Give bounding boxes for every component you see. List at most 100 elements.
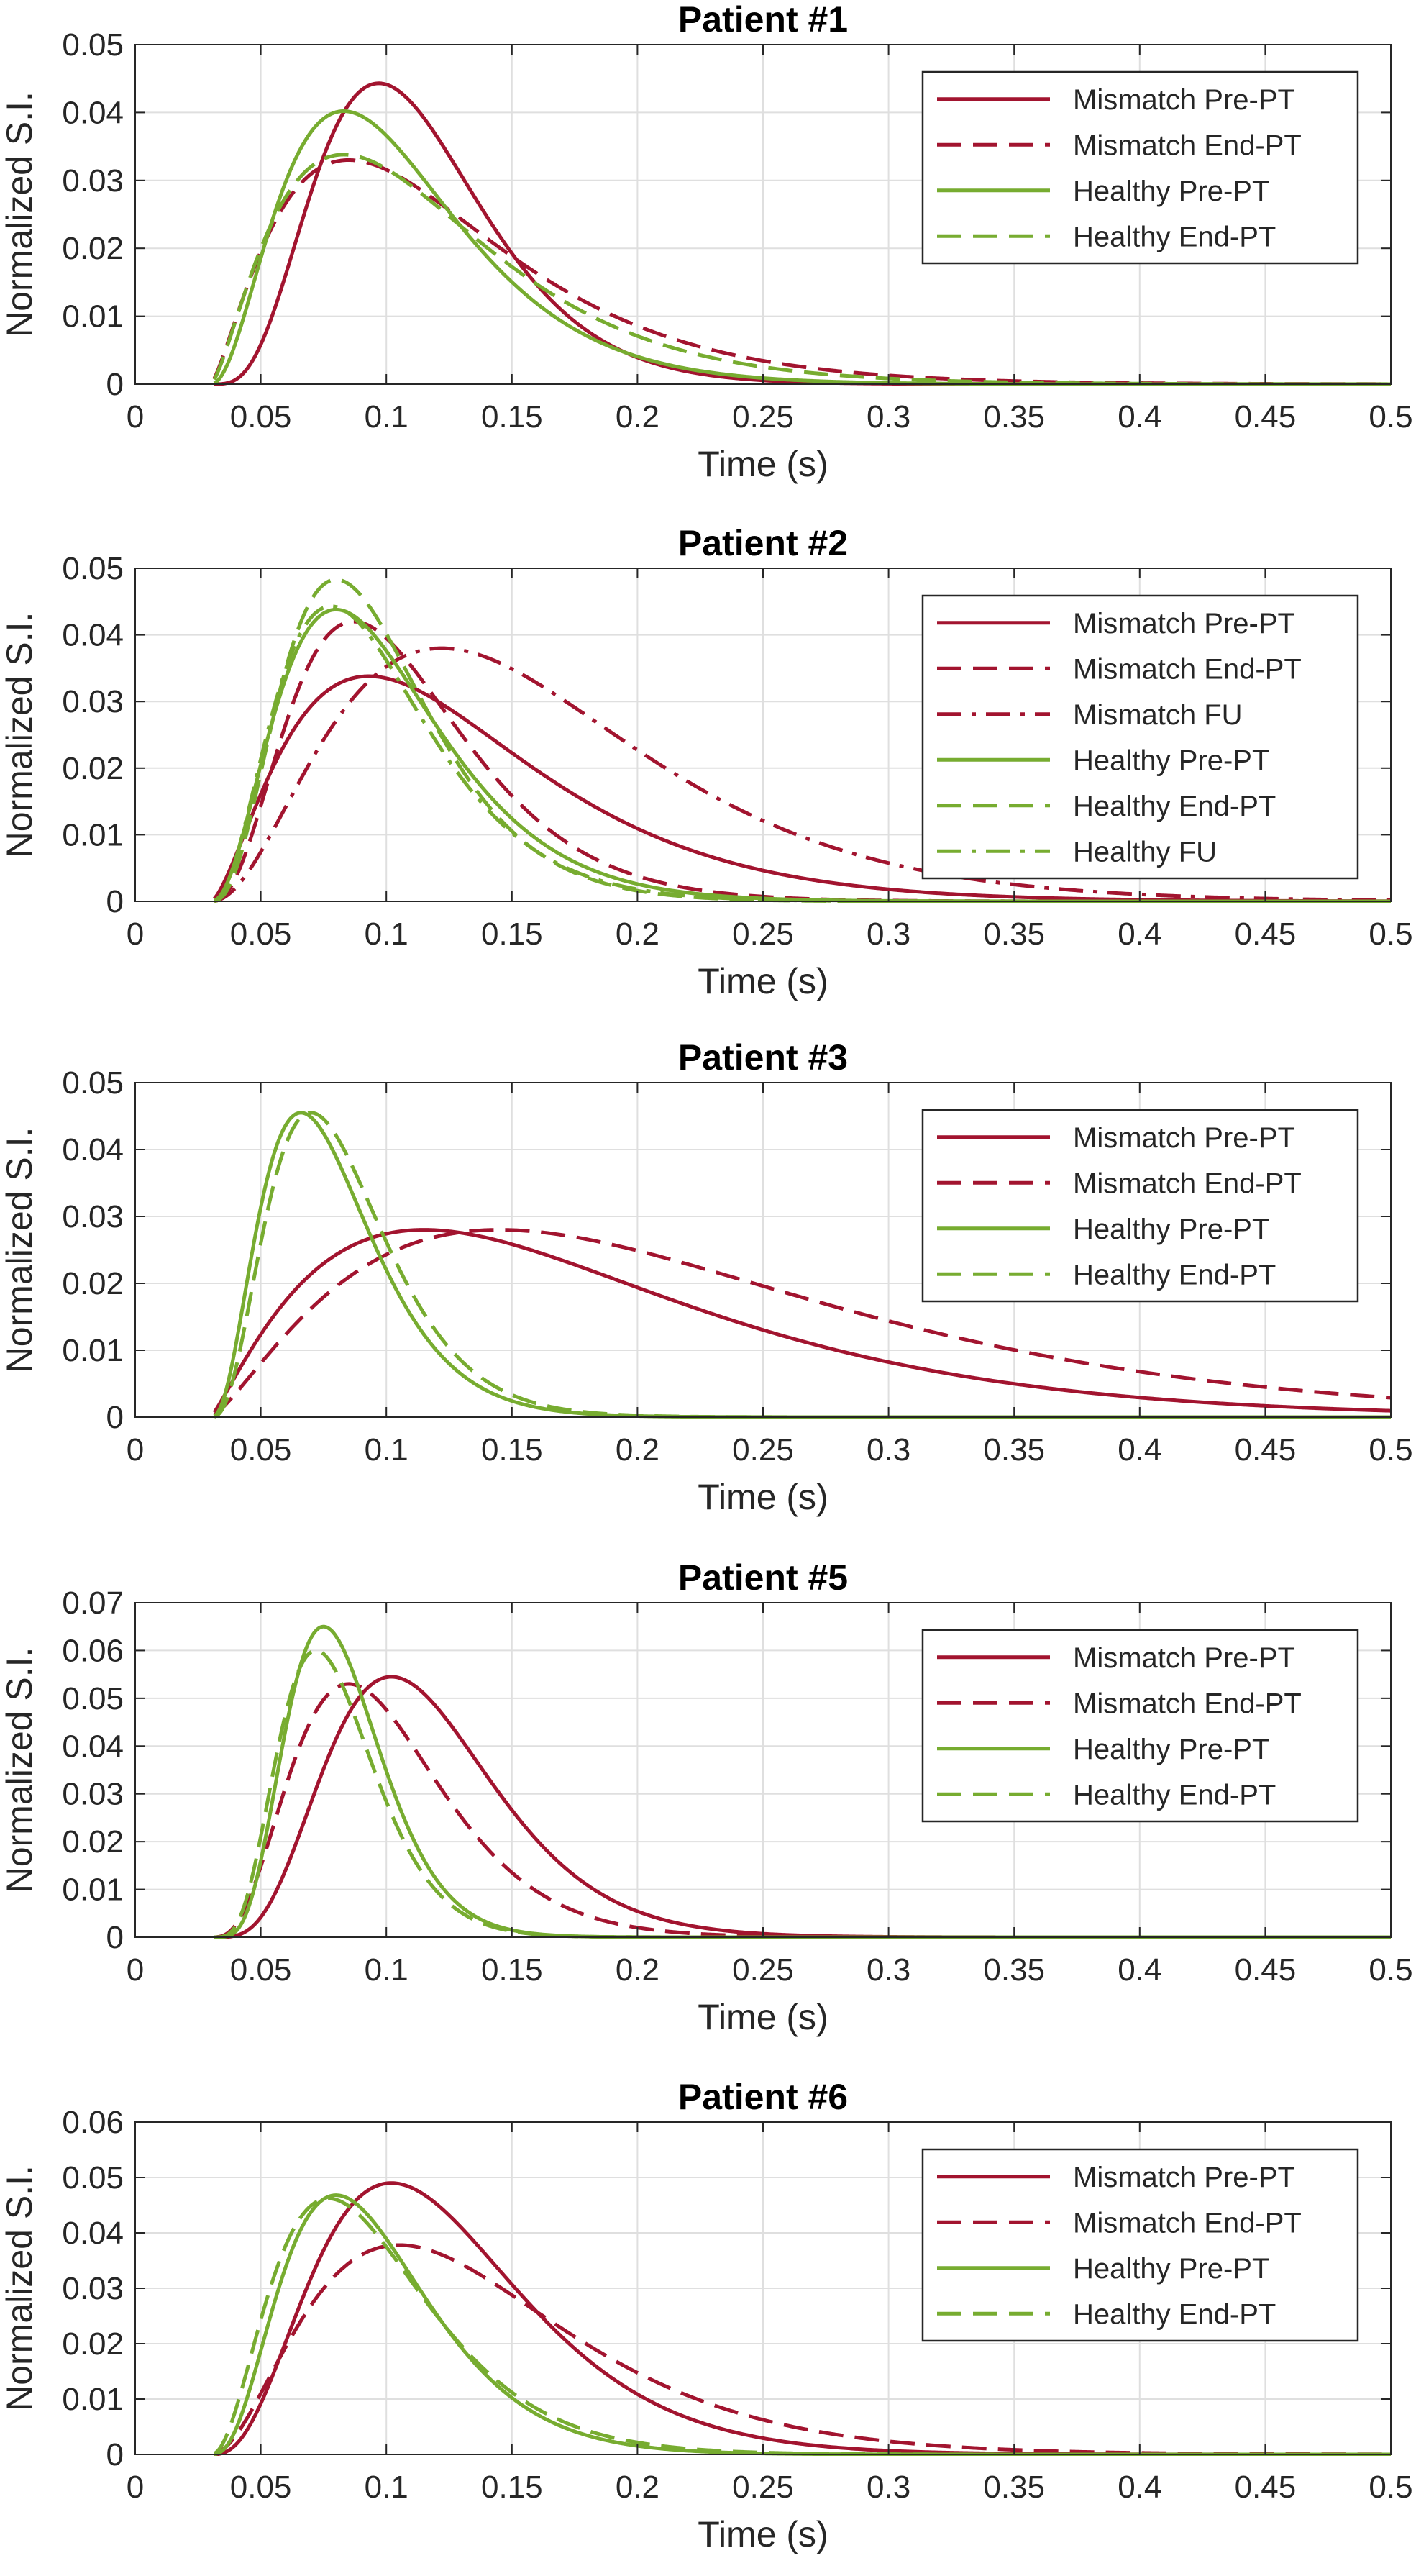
y-tick-label: 0.05 [62, 551, 124, 586]
x-tick-label: 0.15 [481, 1952, 543, 1988]
series-line-mismatch-fu [214, 646, 1391, 903]
y-tick-label: 0.02 [62, 231, 124, 266]
x-tick-label: 0.25 [732, 2470, 794, 2505]
x-tick-label: 0.05 [230, 2470, 292, 2505]
legend: Mismatch Pre-PT Mismatch End-PT Mismatch F… [921, 594, 1359, 880]
x-tick-label: 0.4 [1118, 2470, 1161, 2505]
x-tick-label: 0.25 [732, 399, 794, 434]
x-tick-label: 0.45 [1235, 2470, 1297, 2505]
y-tick-label: 0.04 [62, 2216, 124, 2251]
x-tick-label: 0.05 [230, 399, 292, 434]
legend-label: Healthy Pre-PT [1073, 745, 1269, 776]
x-tick-label: 0.15 [481, 2470, 543, 2505]
x-tick-label: 0.4 [1118, 916, 1161, 952]
x-tick-label: 0.3 [867, 916, 910, 952]
y-tick-label: 0.03 [62, 2271, 124, 2306]
y-tick-label: 0.05 [62, 27, 124, 63]
legend-label: Mismatch End-PT [1073, 653, 1302, 685]
y-tick-label: 0.04 [62, 1132, 124, 1168]
legend: Mismatch Pre-PT Mismatch End-PT Healthy Pr… [921, 70, 1359, 265]
legend-label: Mismatch Pre-PT [1073, 84, 1295, 116]
x-tick-label: 0.35 [983, 2470, 1045, 2505]
y-tick-label: 0.03 [62, 684, 124, 719]
x-tick-label: 0.15 [481, 399, 543, 434]
x-axis-title: Time (s) [698, 2514, 828, 2554]
x-tick-label: 0.35 [983, 1432, 1045, 1467]
legend-label: Healthy Pre-PT [1073, 1214, 1269, 1245]
legend-label: Mismatch Pre-PT [1073, 1642, 1295, 1674]
y-tick-label: 0.07 [62, 1585, 124, 1621]
x-tick-label: 0.2 [616, 1432, 659, 1467]
chart-panel-1: 0 0.05 0.1 0.15 0.2 0.25 0.3 0.35 0.4 0.45 0.5 0 0.0… [0, 0, 1413, 484]
x-tick-label: 0.2 [616, 2470, 659, 2505]
x-tick-label: 0.45 [1235, 1432, 1297, 1467]
chart-title: Patient #1 [678, 0, 848, 40]
y-tick-label: 0 [106, 367, 124, 402]
chart-panel-4: 0 0.05 0.1 0.15 0.2 0.25 0.3 0.35 0.4 0.45 0.5 0 0.0… [0, 1557, 1413, 2037]
series-line-mismatch-end-pt [213, 1228, 1391, 1417]
y-tick-label: 0.02 [62, 2326, 124, 2362]
x-tick-label: 0.3 [867, 1952, 910, 1988]
y-tick-label: 0.02 [62, 1824, 124, 1860]
legend-label: Healthy FU [1073, 836, 1217, 868]
y-tick-label: 0.03 [62, 163, 124, 199]
y-tick-label: 0.05 [62, 1065, 124, 1101]
x-tick-label: 0.05 [230, 916, 292, 952]
chart-title: Patient #6 [678, 2077, 848, 2117]
y-tick-label: 0.02 [62, 751, 124, 786]
legend-box [921, 594, 1359, 880]
x-tick-label: 0.05 [230, 1952, 292, 1988]
x-tick-label: 0.4 [1118, 1952, 1161, 1988]
x-tick-label: 0 [127, 1952, 144, 1988]
legend-label: Healthy End-PT [1073, 791, 1276, 822]
x-tick-label: 0 [127, 1432, 144, 1467]
x-tick-label: 0 [127, 916, 144, 952]
y-tick-label: 0.04 [62, 95, 124, 130]
chart-panel-5: 0 0.05 0.1 0.15 0.2 0.25 0.3 0.35 0.4 0.45 0.5 0 0.0… [0, 2077, 1413, 2554]
x-tick-label: 0 [127, 399, 144, 434]
y-tick-label: 0.01 [62, 299, 124, 334]
x-tick-label: 0 [127, 2470, 144, 2505]
x-axis-title: Time (s) [698, 961, 828, 1001]
legend-box [921, 1109, 1359, 1303]
y-tick-label: 0.02 [62, 1266, 124, 1301]
x-tick-label: 0.35 [983, 399, 1045, 434]
legend-label: Healthy End-PT [1073, 221, 1276, 252]
series-line-healthy-end-pt [213, 2196, 1391, 2456]
y-axis-title: Normalized S.I. [0, 91, 40, 337]
x-tick-label: 0.45 [1235, 1952, 1297, 1988]
x-tick-label: 0.5 [1369, 1432, 1412, 1467]
y-tick-label: 0.01 [62, 1333, 124, 1368]
legend-label: Healthy Pre-PT [1073, 2253, 1269, 2285]
x-tick-label: 0.5 [1369, 916, 1412, 952]
x-tick-label: 0.15 [481, 916, 543, 952]
x-tick-label: 0.5 [1369, 399, 1412, 434]
legend-label: Mismatch End-PT [1073, 129, 1302, 161]
y-tick-label: 0.01 [62, 817, 124, 852]
y-tick-label: 0 [106, 884, 124, 919]
legend-label: Healthy Pre-PT [1073, 176, 1269, 207]
x-tick-label: 0.4 [1118, 399, 1161, 434]
y-tick-label: 0.05 [62, 1681, 124, 1716]
legend-label: Healthy End-PT [1073, 1779, 1276, 1811]
y-tick-label: 0 [106, 1920, 124, 1955]
y-axis-title: Normalized S.I. [0, 2165, 40, 2411]
y-tick-label: 0.05 [62, 2160, 124, 2195]
x-axis-title: Time (s) [698, 1997, 828, 2037]
y-tick-label: 0.01 [62, 1872, 124, 1908]
legend-box [921, 70, 1359, 265]
y-axis-title: Normalized S.I. [0, 612, 40, 858]
x-tick-label: 0.2 [616, 399, 659, 434]
y-axis-title: Normalized S.I. [0, 1647, 40, 1893]
legend-label: Mismatch End-PT [1073, 1168, 1302, 1199]
y-tick-label: 0.03 [62, 1199, 124, 1234]
x-tick-label: 0.2 [616, 1952, 659, 1988]
x-tick-label: 0.5 [1369, 1952, 1412, 1988]
chart-panel-2: 0 0.05 0.1 0.15 0.2 0.25 0.3 0.35 0.4 0.45 0.5 0 0.0… [0, 523, 1413, 1001]
x-tick-label: 0.5 [1369, 2470, 1412, 2505]
x-tick-label: 0.1 [365, 1432, 408, 1467]
legend: Mismatch Pre-PT Mismatch End-PT Healthy Pr… [921, 1629, 1359, 1823]
legend-label: Mismatch End-PT [1073, 1688, 1302, 1719]
chart-title: Patient #2 [678, 523, 848, 563]
legend-label: Healthy End-PT [1073, 2298, 1276, 2330]
